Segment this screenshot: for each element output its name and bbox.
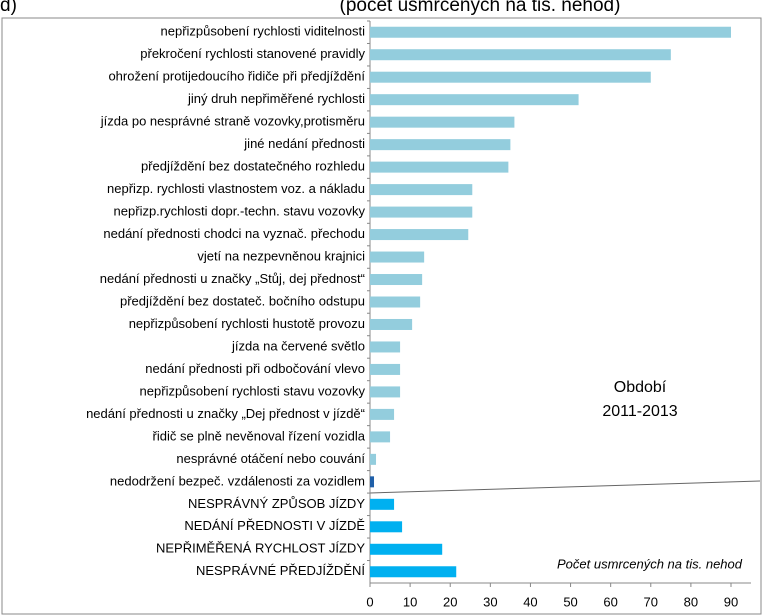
y-tick-label: nepřizp.rychlosti dopr.-techn. stavu voz… [114, 204, 366, 219]
x-tick-label: 0 [366, 594, 373, 609]
x-tick-label: 50 [563, 594, 577, 609]
chart-title: (počet usmrcených na tis. nehod) [340, 0, 621, 16]
annotation: Období [614, 379, 667, 396]
y-tick-label: překročení rychlosti stanovené pravidly [140, 46, 365, 61]
y-tick-label: nepřizpůsobení rychlosti stavu vozovky [140, 383, 366, 398]
x-tick-label: 70 [644, 594, 658, 609]
bar [370, 543, 443, 555]
bar [370, 229, 469, 241]
x-tick-label: 40 [523, 594, 537, 609]
x-tick-label: 60 [603, 594, 617, 609]
bar [370, 296, 421, 308]
panel-label: d) [0, 0, 17, 16]
bar [370, 453, 377, 465]
y-tick-label: vjetí na nezpevněnou krajnici [197, 248, 365, 263]
bar [370, 139, 511, 151]
bar [370, 363, 401, 375]
bar [370, 161, 509, 173]
y-tick-label: nepřizp. rychlosti vlastnostem voz. a ná… [107, 181, 365, 196]
bar [370, 318, 413, 330]
y-tick-label: nepřizpůsobení rychlosti hustotě provozu [129, 316, 365, 331]
bar [370, 431, 391, 443]
bar [370, 274, 423, 286]
y-tick-label: nedání přednosti chodci na vyznač. přech… [103, 226, 365, 241]
y-tick-label: předjíždění bez dostatečného rozhledu [141, 159, 365, 174]
x-tick-label: 90 [724, 594, 738, 609]
y-tick-label: jiný druh nepřiměřené rychlosti [187, 91, 365, 106]
y-tick-label: řidič se plně nevěnoval řízení vozidla [153, 428, 366, 443]
x-tick-label: 30 [483, 594, 497, 609]
bar [370, 566, 457, 578]
x-tick-label: 20 [443, 594, 457, 609]
y-tick-label: NESPRÁVNÝ ZPŮSOB JÍZDY [188, 496, 365, 511]
bar [370, 184, 473, 196]
bar [370, 26, 731, 38]
y-tick-label: nedodržení bezpeč. vzdálenosti za vozidl… [110, 473, 365, 488]
y-tick-label: NEPŘIMĚŘENÁ RYCHLOST JÍZDY [156, 541, 365, 556]
y-tick-label: nepřizpůsobení rychlosti viditelnosti [161, 24, 366, 39]
x-tick-label: 10 [403, 594, 417, 609]
separator [369, 480, 761, 494]
bar [370, 251, 425, 263]
bar [370, 341, 401, 353]
y-tick-label: NESPRÁVNÉ PŘEDJÍŽDĚNÍ [196, 563, 365, 578]
y-tick-label: nedání přednosti u značky „Dej přednost … [86, 406, 365, 421]
y-tick-label: nedání přednosti při odbočování vlevo [145, 361, 365, 376]
y-tick-label: nedání přednosti u značky „Stůj, dej pře… [100, 271, 365, 286]
bar [370, 386, 401, 398]
y-tick-label: jiné nedání přednosti [243, 136, 365, 151]
annotation: Počet usmrcených na tis. nehod [557, 556, 743, 571]
bar [370, 116, 515, 128]
bar [370, 206, 473, 218]
y-tick-label: NEDÁNÍ PŘEDNOSTI V JÍZDĚ [184, 518, 365, 533]
bar [370, 71, 651, 83]
annotation: 2011-2013 [602, 403, 677, 420]
y-tick-label: jízda po nesprávné straně vozovky,protis… [100, 114, 365, 129]
bar [370, 498, 395, 510]
y-tick-label: nesprávné otáčení nebo couvání [176, 451, 365, 466]
y-tick-label: ohrožení protijedoucího řidiče při předj… [108, 69, 365, 84]
frame [1, 17, 762, 615]
bar [370, 49, 671, 61]
y-tick-label: předjíždění bez dostateč. bočního odstup… [120, 293, 365, 308]
bar [370, 476, 375, 488]
y-tick-label: jízda na červené světlo [231, 338, 365, 353]
bar [370, 408, 395, 420]
bar [370, 521, 403, 533]
bar [370, 94, 579, 106]
x-tick-label: 80 [684, 594, 698, 609]
